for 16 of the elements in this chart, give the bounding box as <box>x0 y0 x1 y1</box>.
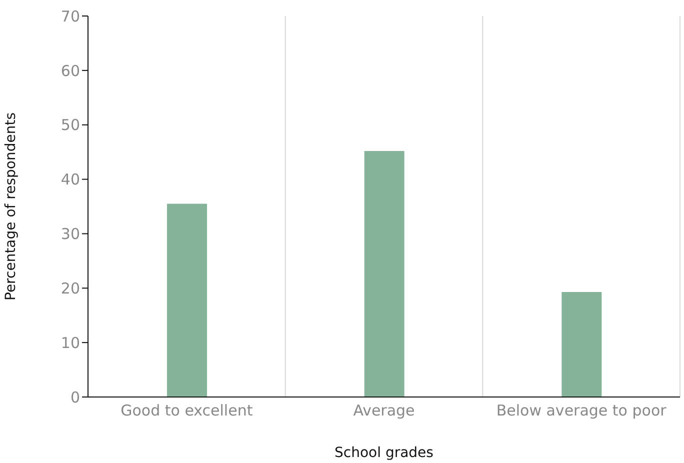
bar <box>167 204 207 397</box>
bar <box>364 150 404 397</box>
y-tick-label: 50 <box>60 116 80 134</box>
x-tick-label: Good to excellent <box>120 402 253 420</box>
x-axis-title: School grades <box>334 445 434 461</box>
y-tick-label: 40 <box>60 170 80 189</box>
y-tick-label: 70 <box>60 7 80 26</box>
x-tick-label: Below average to poor <box>496 402 668 420</box>
bar <box>562 292 602 397</box>
y-tick-label: 20 <box>60 279 80 298</box>
y-axis-title: Percentage of respondents <box>2 112 19 300</box>
y-tick-label: 0 <box>70 388 80 406</box>
y-tick-label: 60 <box>60 62 80 80</box>
y-tick-label: 30 <box>60 225 80 244</box>
x-tick-label: Average <box>353 402 415 420</box>
y-tick-label: 10 <box>60 334 80 352</box>
